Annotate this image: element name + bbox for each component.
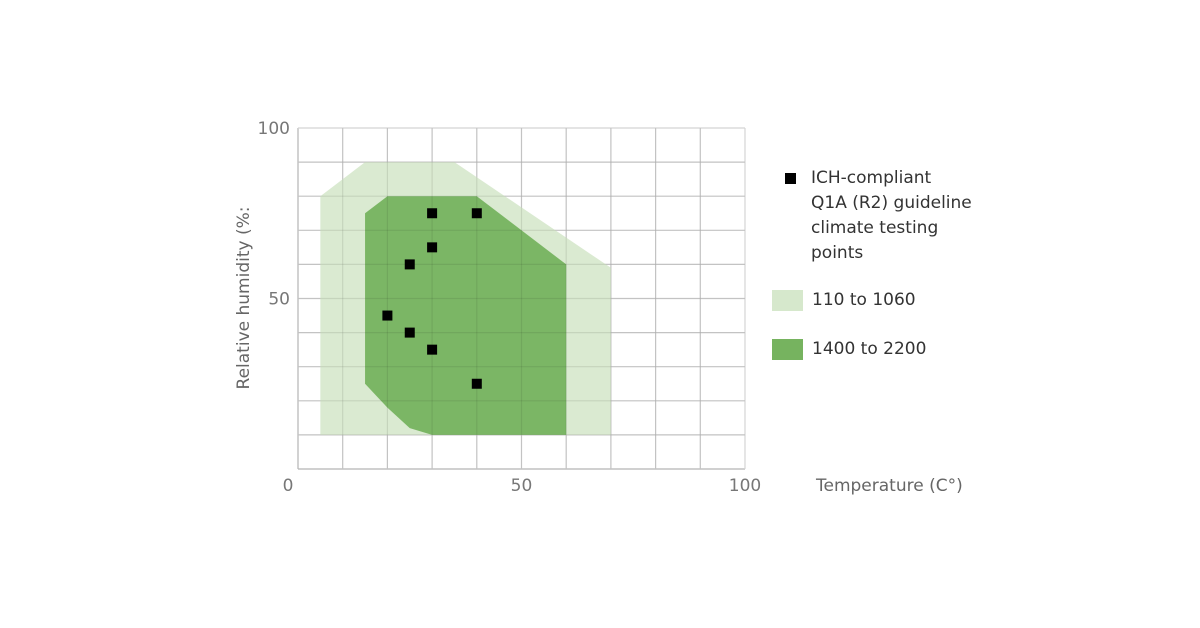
data-point [427,208,438,219]
legend-item-band-2: 1400 to 2200 [772,337,1002,362]
data-point [404,259,415,270]
legend-item-points: ICH-compliant Q1A (R2) guideline climate… [772,166,1002,266]
data-point [471,208,482,219]
legend-swatch-dark-green [772,339,803,360]
legend-swatch-light-green [772,290,803,311]
x-axis-label: Temperature (C°) [815,476,963,496]
data-point [404,327,415,338]
legend-item-band-1: 110 to 1060 [772,288,1002,313]
data-point [471,378,482,389]
legend-band-1-label: 110 to 1060 [812,290,916,310]
x-tick-label: 100 [729,476,761,496]
x-tick-label: 50 [511,476,533,496]
legend-points-line: Q1A (R2) guideline [811,193,972,213]
region-2 [365,196,567,435]
data-point [427,344,438,355]
y-tick-label: 50 [268,290,290,310]
legend-points-line: climate testing [811,218,939,238]
chart-points [382,208,482,389]
legend-points-line: points [811,243,864,263]
y-axis-label: Relative humidity (%: [234,207,254,390]
chart-regions [298,128,745,469]
chart-ticks: 0 50 100 100 50 [258,119,762,496]
chart-legend: ICH-compliant Q1A (R2) guideline climate… [772,166,1002,362]
x-tick-label: 0 [283,476,294,496]
data-point [427,242,438,253]
data-point [382,310,393,321]
legend-points-label: ICH-compliant Q1A (R2) guideline climate… [811,166,972,266]
square-marker-icon [785,173,796,184]
legend-points-line: ICH-compliant [811,168,932,188]
legend-band-2-label: 1400 to 2200 [812,339,927,359]
y-tick-label: 100 [258,119,290,139]
